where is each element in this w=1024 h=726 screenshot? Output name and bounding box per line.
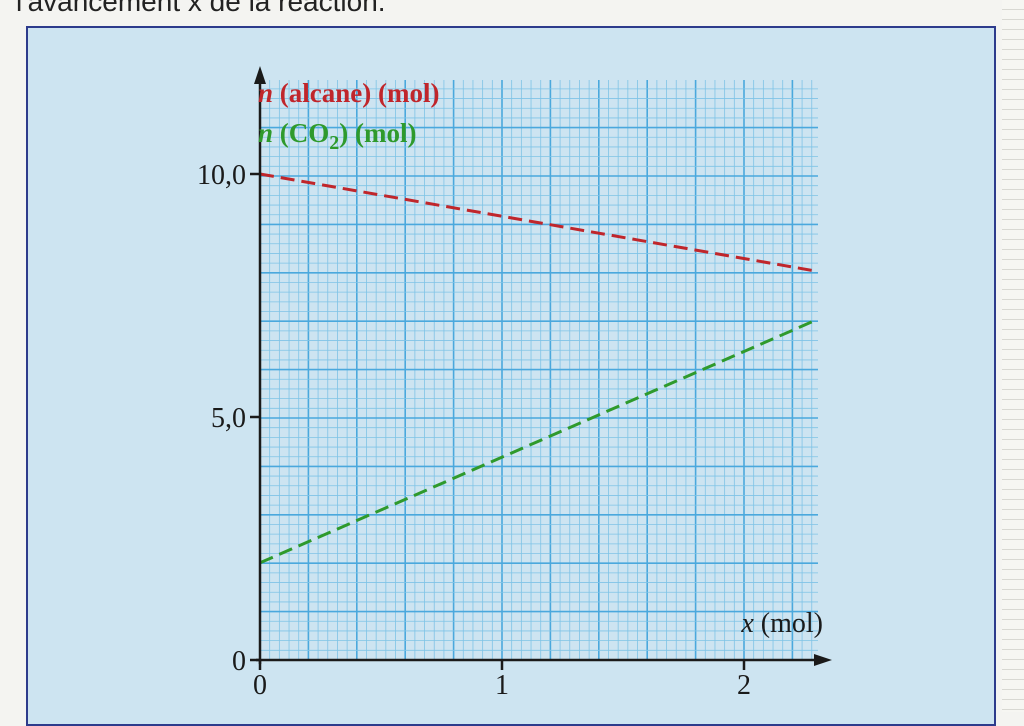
x-tick-label: 2: [737, 670, 751, 701]
series-line-alcane: [259, 172, 817, 273]
series-line-co2: [259, 318, 818, 565]
chart-series: [259, 172, 818, 565]
legend-alcane: n (alcane) (mol): [258, 78, 439, 108]
x-axis-label: x (mol): [740, 608, 823, 639]
chart-legend: n (alcane) (mol) n (CO2) (mol): [258, 78, 439, 154]
page-edge: [1002, 0, 1024, 712]
legend-co2: n (CO2) (mol): [258, 118, 417, 154]
page-caption: l'avancement x de la réaction.: [16, 0, 386, 17]
y-tick-label: 10,0: [197, 160, 246, 191]
x-tick-label: 1: [495, 670, 509, 701]
chart-axes: x (mol): [254, 66, 832, 666]
chart-ticks: 0 5,0 10,0 0 1 2: [197, 160, 751, 701]
x-tick-label: 0: [253, 670, 267, 701]
y-axis-arrow: [254, 66, 266, 84]
chart-grid: [259, 80, 818, 661]
chart-frame: [26, 26, 996, 726]
x-axis-arrow: [814, 654, 832, 666]
y-tick-label: 5,0: [211, 403, 246, 434]
y-tick-label: 0: [232, 646, 246, 677]
